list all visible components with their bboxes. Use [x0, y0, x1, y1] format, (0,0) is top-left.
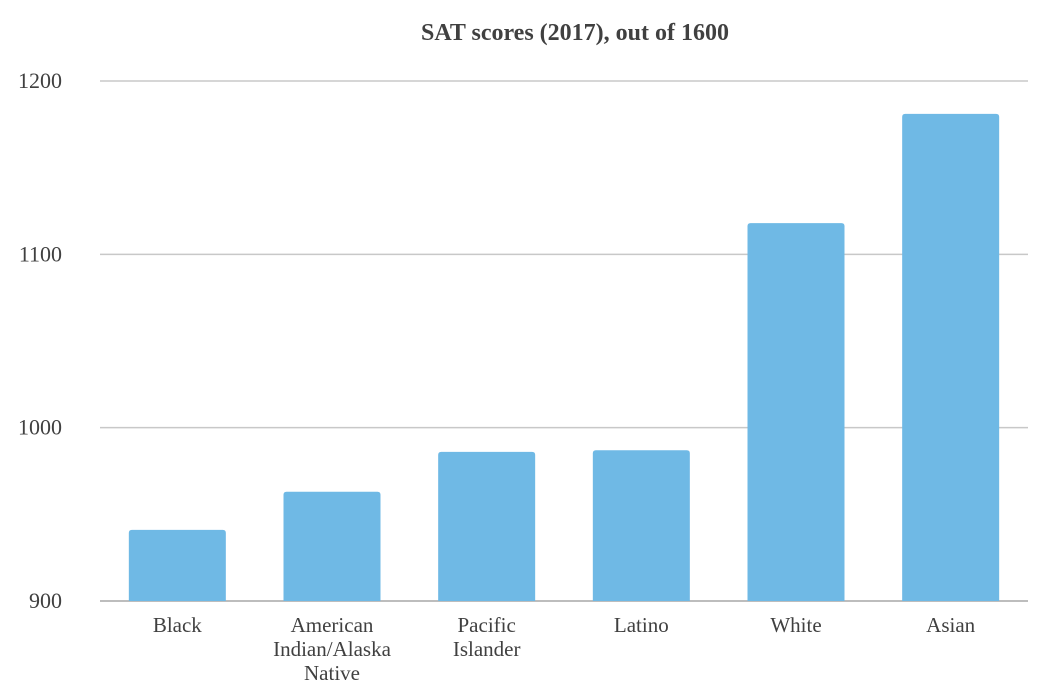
category-label-line: Black	[153, 613, 202, 637]
bar-5	[902, 113, 1000, 601]
y-tick-labels: 900 1000 1100 1200	[18, 68, 62, 613]
category-label: Black	[153, 613, 202, 637]
y-tick-label: 900	[29, 588, 62, 613]
category-label: American Indian/Alaska Native	[273, 613, 391, 685]
category-label-line: Indian/Alaska	[273, 637, 391, 661]
category-label: White	[770, 613, 821, 637]
bar-2	[438, 451, 536, 601]
bar-3	[592, 450, 690, 601]
bar-4	[747, 223, 845, 601]
category-label-line: Native	[304, 661, 360, 685]
category-label: Pacific Islander	[453, 613, 521, 661]
bars	[128, 113, 1000, 601]
category-label-line: White	[770, 613, 821, 637]
category-label-line: Latino	[614, 613, 669, 637]
y-tick-label: 1100	[19, 241, 62, 266]
category-label-line: American	[291, 613, 374, 637]
category-label: Asian	[926, 613, 975, 637]
category-label-line: Pacific	[458, 613, 516, 637]
bar-0	[128, 529, 226, 601]
category-label-line: Islander	[453, 637, 521, 661]
chart-title: SAT scores (2017), out of 1600	[421, 20, 729, 46]
y-tick-label: 1000	[18, 415, 62, 440]
gridlines	[100, 80, 1028, 602]
bar-1	[283, 491, 381, 601]
y-tick-label: 1200	[18, 68, 62, 93]
category-label-line: Asian	[926, 613, 975, 637]
category-label: Latino	[614, 613, 669, 637]
